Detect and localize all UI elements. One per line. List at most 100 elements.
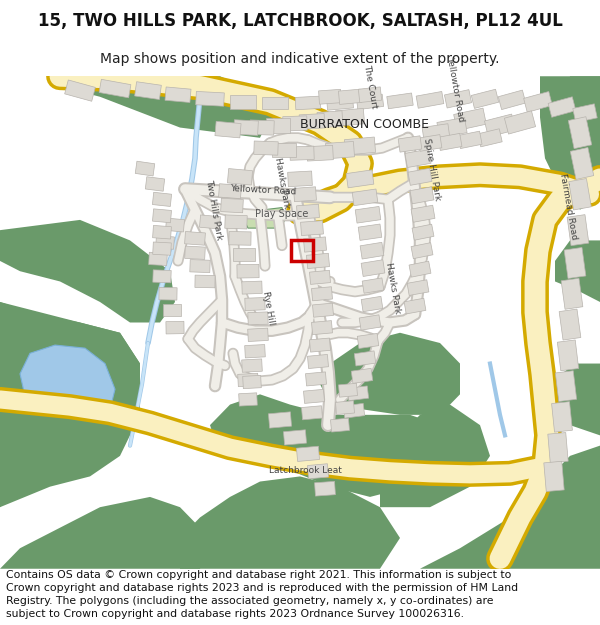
Bar <box>387 93 413 109</box>
Bar <box>254 141 278 155</box>
Bar <box>407 280 429 296</box>
Bar <box>411 242 433 259</box>
Bar <box>484 114 515 137</box>
Text: Hawks Park: Hawks Park <box>273 157 291 209</box>
Bar <box>409 261 431 277</box>
Bar <box>346 170 374 188</box>
Bar <box>159 288 177 300</box>
Polygon shape <box>0 302 140 508</box>
Bar <box>310 271 331 284</box>
Bar <box>248 328 268 341</box>
Bar <box>567 214 589 246</box>
Bar <box>347 386 368 401</box>
Bar <box>352 189 378 206</box>
Bar <box>398 136 422 152</box>
Bar <box>296 446 320 461</box>
Bar <box>344 137 376 155</box>
Bar <box>99 79 131 98</box>
Bar <box>570 148 594 179</box>
Bar <box>242 376 262 389</box>
Bar <box>145 177 164 191</box>
Bar <box>559 309 581 340</box>
Polygon shape <box>545 364 600 436</box>
Bar <box>268 412 292 428</box>
Bar <box>311 287 332 301</box>
Bar <box>411 205 435 222</box>
Text: Spire Hill Park: Spire Hill Park <box>422 138 442 201</box>
Bar <box>307 253 329 269</box>
Bar <box>295 96 321 110</box>
Bar <box>200 215 220 229</box>
Bar <box>445 89 472 108</box>
Bar <box>233 248 255 261</box>
Bar <box>296 204 319 219</box>
Text: Rye Hill: Rye Hill <box>260 290 275 326</box>
Bar <box>152 242 172 255</box>
Bar <box>556 371 577 401</box>
Bar <box>185 246 205 259</box>
Bar <box>557 340 578 371</box>
Bar <box>153 270 171 282</box>
Bar <box>351 368 373 383</box>
Bar <box>405 149 431 168</box>
Text: Map shows position and indicative extent of the property.: Map shows position and indicative extent… <box>100 52 500 66</box>
Bar <box>221 198 244 212</box>
Bar <box>335 401 355 414</box>
Bar <box>242 359 262 372</box>
Bar <box>331 418 349 432</box>
Bar <box>416 91 444 108</box>
Polygon shape <box>380 404 490 508</box>
Bar <box>301 221 323 236</box>
Text: Fairmead Road: Fairmead Road <box>558 173 578 241</box>
Bar <box>291 241 313 261</box>
Bar <box>135 161 155 176</box>
Bar <box>548 432 568 462</box>
Polygon shape <box>130 76 280 128</box>
Bar <box>165 87 191 103</box>
Bar <box>166 321 184 334</box>
Polygon shape <box>0 497 210 569</box>
Bar <box>326 96 353 110</box>
Polygon shape <box>210 394 450 497</box>
Polygon shape <box>180 476 400 569</box>
Text: Hawks Park: Hawks Park <box>384 262 402 314</box>
Bar <box>551 402 572 432</box>
Bar <box>310 338 331 352</box>
Bar <box>544 461 564 491</box>
Bar <box>266 118 290 132</box>
Bar <box>290 146 314 160</box>
Text: The Court: The Court <box>362 64 378 109</box>
Bar <box>454 108 487 131</box>
Bar <box>311 321 332 334</box>
Text: Latchbrook Leat: Latchbrook Leat <box>269 466 341 476</box>
Bar <box>505 111 536 134</box>
Bar <box>410 187 434 204</box>
Bar <box>422 124 450 142</box>
Bar <box>242 281 262 294</box>
Bar <box>573 104 597 122</box>
Bar <box>361 260 385 276</box>
Bar <box>283 116 307 131</box>
Bar <box>233 120 259 136</box>
Polygon shape <box>540 76 600 209</box>
Bar <box>498 90 526 109</box>
Bar <box>283 430 307 445</box>
Polygon shape <box>0 343 80 569</box>
Polygon shape <box>0 220 175 322</box>
Bar <box>317 111 343 128</box>
Bar <box>548 97 576 118</box>
Bar <box>304 237 326 252</box>
Bar <box>190 259 210 272</box>
Bar <box>360 242 384 259</box>
Bar <box>155 236 175 249</box>
Polygon shape <box>60 76 270 138</box>
Polygon shape <box>0 302 140 508</box>
Bar <box>248 312 268 325</box>
Bar <box>313 303 334 318</box>
Bar <box>568 117 592 149</box>
Bar <box>357 334 379 349</box>
Bar <box>308 354 328 369</box>
Bar <box>239 393 257 406</box>
Bar <box>195 275 215 288</box>
Bar <box>215 121 241 138</box>
